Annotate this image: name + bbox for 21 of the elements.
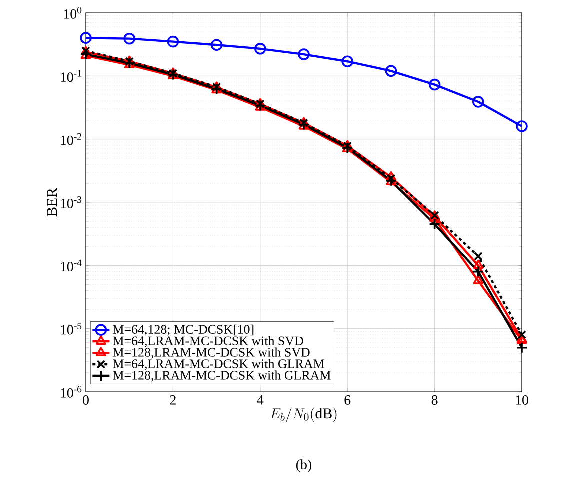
legend-label: M=128,LRAM-MC-DCSK with SVD [113, 348, 310, 359]
y-tick-label: 10$^{-2}$ [61, 133, 82, 146]
legend-label: M=128,LRAM-MC-DCSK with GLRAM [113, 370, 331, 382]
x-tick-label: 6 [344, 396, 351, 405]
x-axis-title: $E_b/N_0(\mathrm{dB})$ [270, 408, 337, 422]
text: (b) [296, 460, 312, 472]
y-tick-label: 10$^{0}$ [64, 7, 82, 19]
y-tick-label: 10$^{-6}$ [61, 386, 82, 398]
x-tick-label: 2 [170, 396, 176, 405]
y-tick-label: 10$^{-5}$ [61, 322, 82, 335]
x-tick-label: 0 [83, 396, 89, 405]
x-tick-label: 8 [432, 396, 438, 405]
legend-label: M=64,128; MC-DCSK[10] [113, 324, 254, 336]
x-tick-label: 10 [516, 396, 528, 405]
y-tick-label: 10$^{-1}$ [61, 70, 82, 82]
y-tick-label: 10$^{-3}$ [61, 196, 82, 208]
x-tick-label: 4 [257, 396, 264, 405]
y-axis-title: BER [47, 188, 58, 217]
legend-label: M=64,LRAM-MC-DCSK with SVD [113, 336, 304, 348]
legend-label: M=64,LRAM-MC-DCSK with GLRAM [113, 359, 324, 370]
y-tick-label: 10$^{-4}$ [61, 260, 82, 272]
